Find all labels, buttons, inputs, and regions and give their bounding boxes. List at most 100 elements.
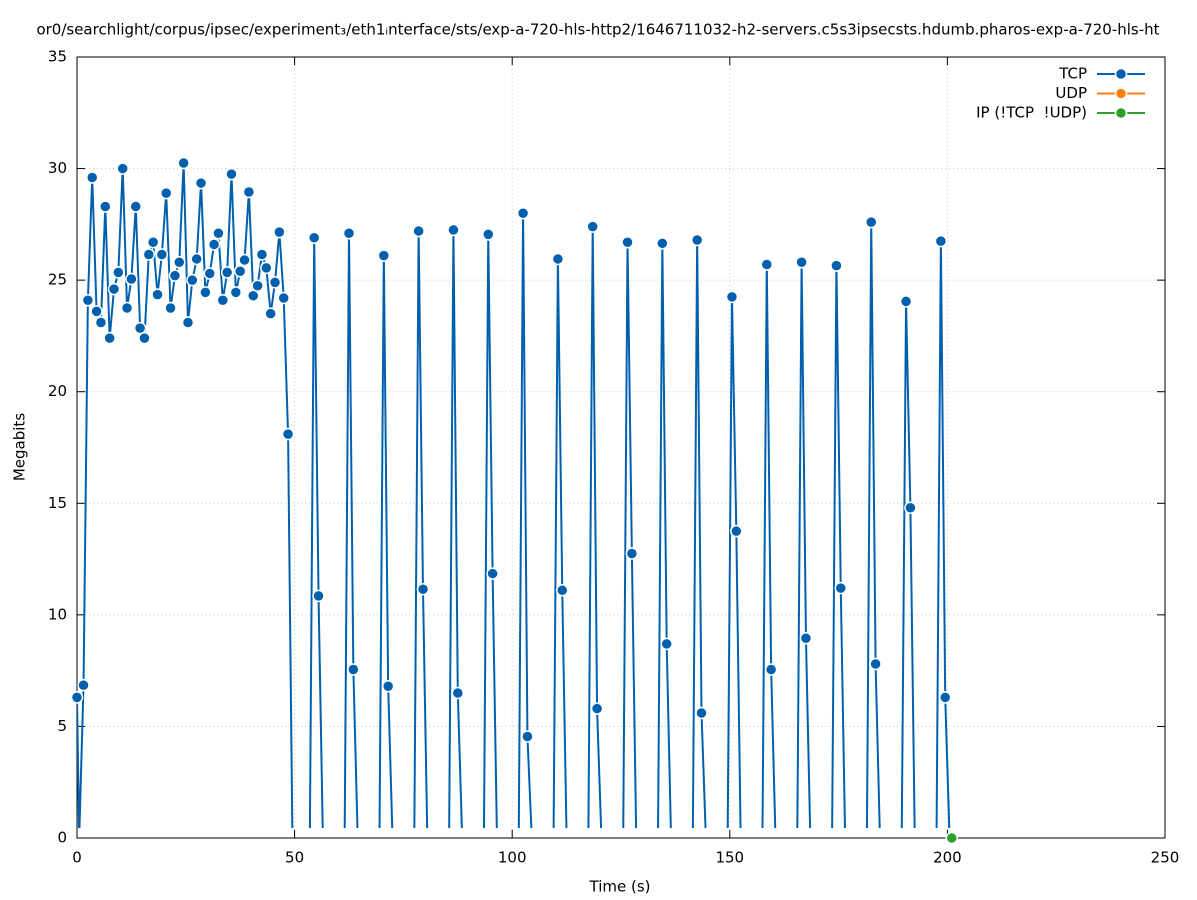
series-line-group bbox=[77, 161, 951, 828]
data-point bbox=[186, 273, 199, 287]
data-point bbox=[90, 305, 103, 318]
data-point bbox=[904, 501, 917, 514]
y-tick-label: 10 bbox=[48, 605, 67, 623]
legend-label: UDP bbox=[1055, 84, 1087, 102]
data-point bbox=[255, 248, 269, 261]
data-point bbox=[177, 156, 190, 170]
data-point bbox=[625, 547, 639, 560]
data-point bbox=[307, 231, 321, 244]
data-point bbox=[412, 224, 425, 238]
data-point bbox=[81, 293, 95, 307]
data-point bbox=[938, 691, 952, 704]
data-point bbox=[695, 706, 708, 720]
data-point bbox=[277, 291, 290, 305]
data-point bbox=[203, 267, 216, 280]
data-point bbox=[194, 176, 208, 190]
x-tick-label: 50 bbox=[285, 849, 304, 867]
data-point bbox=[77, 678, 90, 692]
data-point bbox=[690, 233, 704, 247]
data-point bbox=[899, 295, 913, 308]
y-tick-label: 35 bbox=[48, 48, 67, 66]
data-point bbox=[730, 524, 743, 538]
legend-swatch-marker bbox=[1114, 87, 1128, 100]
data-point bbox=[85, 171, 99, 184]
data-point bbox=[551, 252, 565, 266]
data-point bbox=[516, 206, 530, 220]
data-point bbox=[173, 256, 186, 269]
data-point bbox=[112, 266, 125, 279]
y-tick-label: 25 bbox=[48, 271, 67, 289]
data-point bbox=[229, 286, 243, 299]
data-point bbox=[238, 253, 251, 267]
data-point bbox=[70, 691, 84, 704]
data-point bbox=[482, 228, 495, 241]
data-point bbox=[120, 301, 134, 315]
data-point bbox=[869, 657, 882, 671]
data-point bbox=[760, 258, 774, 271]
data-point bbox=[151, 288, 164, 301]
data-point bbox=[555, 584, 569, 597]
x-tick-label: 200 bbox=[933, 849, 962, 867]
y-tick-label: 20 bbox=[48, 382, 67, 400]
data-point bbox=[621, 235, 634, 249]
data-point bbox=[260, 261, 273, 275]
data-point bbox=[764, 663, 778, 676]
data-point bbox=[146, 235, 160, 249]
data-point bbox=[264, 307, 277, 320]
x-tick-label: 100 bbox=[498, 849, 527, 867]
data-point bbox=[212, 227, 225, 240]
data-point bbox=[281, 427, 295, 441]
data-point bbox=[451, 686, 465, 700]
data-point bbox=[864, 215, 878, 229]
legend-swatch-marker bbox=[1114, 106, 1128, 120]
x-axis-label: Time (s) bbox=[589, 878, 651, 896]
data-point bbox=[381, 680, 395, 693]
data-point bbox=[99, 200, 112, 213]
data-point bbox=[190, 252, 203, 266]
data-point bbox=[830, 259, 843, 272]
data-point bbox=[142, 248, 156, 261]
data-point bbox=[486, 567, 499, 580]
y-tick-label: 30 bbox=[48, 159, 67, 177]
data-point bbox=[799, 632, 813, 645]
data-point bbox=[138, 331, 151, 345]
plot-border bbox=[76, 56, 1166, 839]
data-point bbox=[251, 279, 264, 292]
data-point bbox=[159, 186, 173, 200]
chart-title: or0/searchlight/corpus/ipsec/experiment₃… bbox=[36, 21, 1159, 39]
data-point bbox=[107, 282, 121, 296]
data-point bbox=[312, 589, 325, 603]
data-point bbox=[133, 321, 147, 335]
y-axis-label: Megabits bbox=[11, 413, 29, 481]
data-point bbox=[155, 248, 169, 261]
data-point bbox=[116, 162, 129, 175]
x-tick-label: 250 bbox=[1151, 849, 1180, 867]
data-point bbox=[181, 316, 195, 329]
data-point bbox=[447, 223, 460, 237]
data-point bbox=[347, 663, 360, 676]
data-point bbox=[268, 276, 282, 289]
x-tick-label: 150 bbox=[715, 849, 744, 867]
x-tick-label: 0 bbox=[72, 849, 82, 867]
y-tick-label: 15 bbox=[48, 494, 67, 512]
data-point bbox=[164, 301, 177, 315]
data-point bbox=[168, 269, 182, 282]
data-point bbox=[207, 238, 221, 251]
data-point bbox=[725, 290, 739, 304]
data-point bbox=[129, 200, 143, 213]
data-point bbox=[247, 289, 260, 303]
data-point bbox=[945, 831, 959, 845]
y-tick-label: 0 bbox=[57, 829, 67, 847]
data-point bbox=[233, 264, 247, 278]
data-point bbox=[586, 220, 599, 233]
data-point bbox=[216, 293, 230, 307]
data-point bbox=[795, 256, 808, 269]
data-point bbox=[220, 266, 234, 279]
data-point bbox=[934, 234, 948, 248]
data-point bbox=[103, 331, 116, 345]
data-point bbox=[834, 581, 848, 595]
data-point bbox=[342, 227, 356, 240]
data-point bbox=[416, 582, 430, 596]
data-point bbox=[273, 225, 286, 239]
